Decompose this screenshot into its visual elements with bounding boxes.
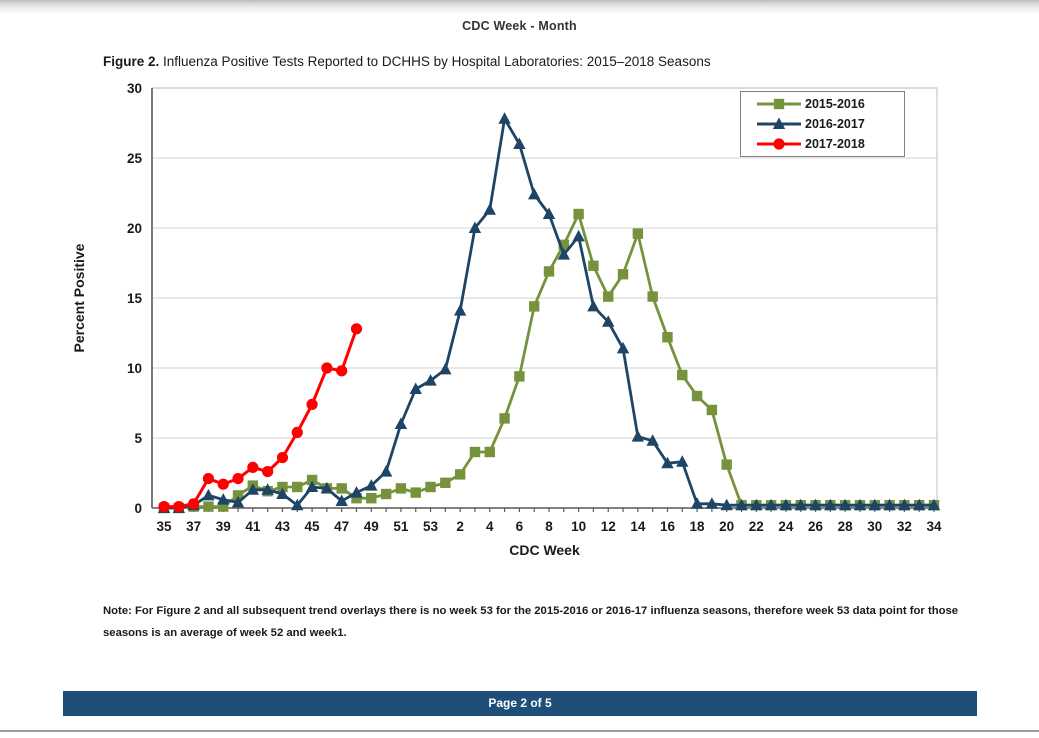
legend-item-2017-2018: 2017-2018 <box>755 134 904 154</box>
svg-text:53: 53 <box>423 519 439 534</box>
legend-label-2016-2017: 2016-2017 <box>805 117 865 131</box>
svg-text:25: 25 <box>127 151 143 166</box>
page-number-text: Page 2 of 5 <box>488 696 552 710</box>
footer-bar: Page 2 of 5 <box>63 691 977 716</box>
svg-text:18: 18 <box>690 519 706 534</box>
svg-text:14: 14 <box>630 519 646 534</box>
figure-title-number: Figure 2. <box>103 54 160 69</box>
svg-text:10: 10 <box>127 361 142 376</box>
svg-text:2: 2 <box>456 519 464 534</box>
series-2017-2018 <box>158 323 363 513</box>
legend-label-2017-2018: 2017-2018 <box>805 137 865 151</box>
svg-text:28: 28 <box>838 519 854 534</box>
svg-text:20: 20 <box>127 221 142 236</box>
svg-text:43: 43 <box>275 519 291 534</box>
figure-note-line2: seasons is an average of week 52 and wee… <box>103 627 347 640</box>
svg-text:30: 30 <box>867 519 882 534</box>
chart-area: 0 5 10 15 20 25 30 35 37 39 41 43 45 47 49 51 53 2 4 6 8 10 12… <box>60 78 960 568</box>
legend-label-2015-2016: 2015-2016 <box>805 97 865 111</box>
series-2016-2017 <box>157 112 941 513</box>
legend-box: 2015-2016 2016-2017 2017-2018 <box>740 91 905 157</box>
svg-text:37: 37 <box>186 519 201 534</box>
page-header: CDC Week - Month <box>462 19 577 33</box>
figure-note-line1: Note: For Figure 2 and all subsequent tr… <box>103 605 959 617</box>
figure-note: Note: For Figure 2 and all subsequent tr… <box>103 600 963 644</box>
svg-text:47: 47 <box>334 519 349 534</box>
svg-text:15: 15 <box>127 291 143 306</box>
svg-text:34: 34 <box>926 519 942 534</box>
legend-swatch-2015-2016 <box>757 98 801 110</box>
svg-text:39: 39 <box>216 519 231 534</box>
legend-swatch-2017-2018 <box>757 138 801 150</box>
svg-text:6: 6 <box>516 519 524 534</box>
svg-text:35: 35 <box>156 519 172 534</box>
svg-text:10: 10 <box>571 519 586 534</box>
svg-text:8: 8 <box>545 519 553 534</box>
legend-item-2015-2016: 2015-2016 <box>755 94 904 114</box>
svg-text:20: 20 <box>719 519 734 534</box>
svg-text:5: 5 <box>134 431 142 446</box>
svg-text:51: 51 <box>393 519 409 534</box>
figure-title: Figure 2. Influenza Positive Tests Repor… <box>103 54 1003 69</box>
svg-text:0: 0 <box>134 501 142 516</box>
series-2015-2016 <box>158 208 940 514</box>
svg-text:22: 22 <box>749 519 764 534</box>
figure-title-text: Influenza Positive Tests Reported to DCH… <box>159 54 711 69</box>
legend-swatch-2016-2017 <box>757 117 801 129</box>
svg-text:4: 4 <box>486 519 494 534</box>
svg-text:30: 30 <box>127 81 142 96</box>
page-bottom-edge <box>0 730 1039 732</box>
legend-item-2016-2017: 2016-2017 <box>755 114 904 134</box>
svg-text:32: 32 <box>897 519 912 534</box>
svg-text:16: 16 <box>660 519 676 534</box>
y-axis-title: Percent Positive <box>71 243 87 352</box>
svg-text:24: 24 <box>778 519 794 534</box>
x-axis-title: CDC Week <box>509 542 580 558</box>
svg-text:12: 12 <box>601 519 616 534</box>
svg-text:41: 41 <box>245 519 261 534</box>
svg-text:49: 49 <box>364 519 379 534</box>
svg-text:26: 26 <box>808 519 824 534</box>
svg-text:45: 45 <box>305 519 321 534</box>
page-top-shadow <box>0 0 1039 14</box>
